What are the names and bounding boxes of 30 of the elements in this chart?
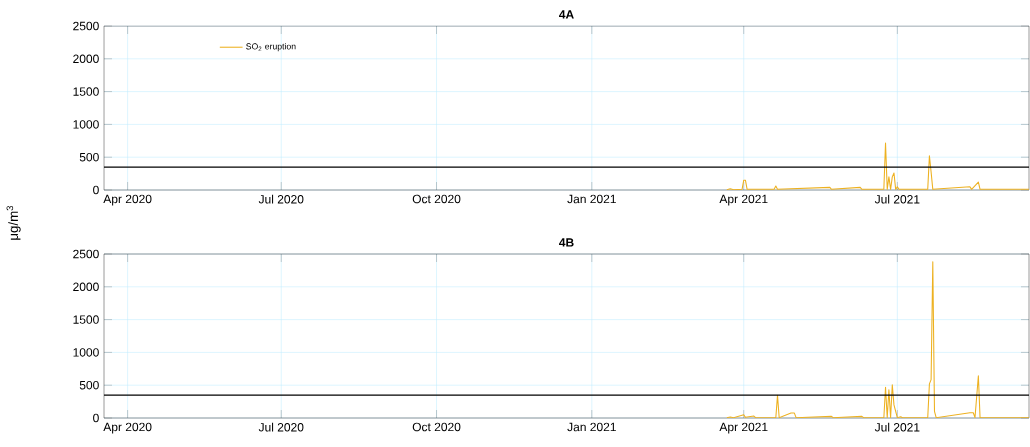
line-series [726, 142, 1029, 190]
y-tick-label: 2000 [73, 54, 99, 64]
chart-title: 4A [559, 10, 574, 19]
y-tick-label: 1500 [73, 315, 99, 324]
x-tick-label: Apr 2020 [103, 194, 152, 206]
y-tick-label: 0 [93, 185, 99, 195]
y-tick-label: 2500 [73, 21, 99, 31]
y-tick-label: 1500 [73, 87, 99, 96]
x-tick-label: Jul 2020 [258, 194, 304, 204]
y-tick-label: 1000 [73, 348, 99, 357]
x-tick-label: Apr 2020 [103, 422, 152, 434]
y-axis-title: μg/m$^{3}$ [6, 206, 21, 240]
y-tick-label: 2500 [73, 249, 99, 259]
x-tick-label: Apr 2021 [719, 194, 768, 206]
x-tick-label: Jan 2021 [567, 194, 616, 204]
x-tick-label: Apr 2021 [719, 422, 768, 434]
chart-title: 4B [559, 238, 574, 247]
y-tick-label: 0 [93, 413, 99, 423]
x-tick-label: Jan 2021 [567, 422, 616, 432]
x-tick-label: Jul 2021 [874, 194, 920, 204]
y-tick-label: 500 [79, 152, 99, 162]
x-tick-label: Oct 2020 [412, 194, 461, 204]
line-series [726, 261, 1029, 418]
y-tick-label: 500 [79, 380, 99, 390]
y-tick-label: 2000 [73, 282, 99, 292]
y-tick-label: 1000 [73, 120, 99, 129]
x-tick-label: Oct 2020 [412, 422, 461, 432]
x-tick-label: Jul 2021 [874, 422, 920, 432]
legend-label: SO$_{2}$ eruption [246, 43, 296, 52]
x-tick-label: Jul 2020 [258, 422, 304, 432]
